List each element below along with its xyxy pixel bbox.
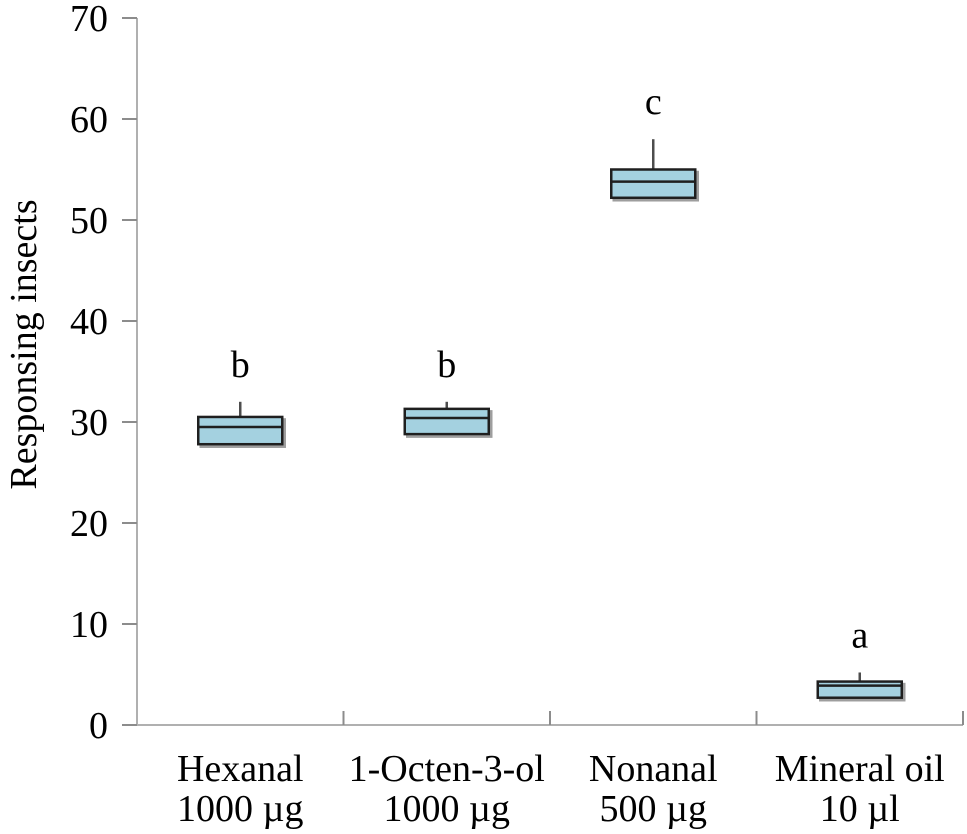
x-category-label-line1: 1-Octen-3-ol xyxy=(349,748,545,790)
significance-letter: a xyxy=(851,614,868,656)
y-axis-title: Responsing insects xyxy=(3,199,45,489)
x-category-label-line2: 500 µg xyxy=(600,788,707,830)
box xyxy=(816,680,903,699)
box xyxy=(610,168,697,200)
x-category-label-line1: Nonanal xyxy=(589,748,718,790)
box xyxy=(197,415,284,446)
y-tick-label: 20 xyxy=(70,503,108,545)
x-category-label-line2: 1000 µg xyxy=(177,788,303,830)
x-category-label-line1: Hexanal xyxy=(177,748,304,790)
box xyxy=(403,407,490,436)
y-tick-label: 10 xyxy=(70,604,108,646)
significance-letter: b xyxy=(231,344,250,386)
y-tick-label: 70 xyxy=(70,0,108,40)
y-tick-label: 0 xyxy=(89,705,108,747)
x-category-label-line2: 1000 µg xyxy=(384,788,510,830)
y-tick-label: 30 xyxy=(70,402,108,444)
y-tick-label: 50 xyxy=(70,200,108,242)
significance-letter: b xyxy=(437,344,456,386)
x-category-label-line1: Mineral oil xyxy=(775,748,945,790)
significance-letter: c xyxy=(645,81,662,123)
x-category-label-line2: 10 µl xyxy=(820,788,900,830)
y-tick-label: 40 xyxy=(70,301,108,343)
y-tick-label: 60 xyxy=(70,99,108,141)
